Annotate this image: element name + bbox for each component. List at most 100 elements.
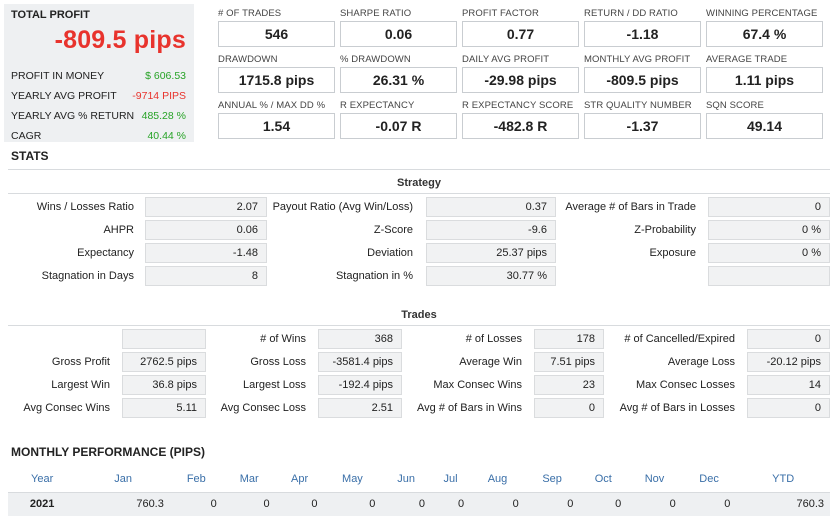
stat-label: Avg Consec Loss — [220, 402, 306, 414]
monthly-header-jan[interactable]: Jan — [114, 472, 132, 485]
metric-value: 0.77 — [462, 21, 579, 47]
metric-value: 26.31 % — [340, 67, 457, 93]
metric-value: 1.11 pips — [706, 67, 823, 93]
stat-label: # of Losses — [465, 333, 522, 345]
stat-value: 0.06 — [145, 220, 267, 240]
stat-value: 8 — [145, 266, 267, 286]
metric-card: MONTHLY AVG PROFIT -809.5 pips — [584, 54, 701, 93]
metric-value: 1.54 — [218, 113, 335, 139]
monthly-year-cell: 2021 — [8, 491, 77, 516]
total-profit-label: TOTAL PROFIT — [11, 9, 90, 21]
metric-value: -1.37 — [584, 113, 701, 139]
monthly-header-dec[interactable]: Dec — [699, 472, 719, 485]
stat-value: 0 — [747, 398, 830, 418]
strategy-title: Strategy — [396, 177, 442, 189]
trades-grid: # of Wins 368 # of Losses 178 # of Cancelled… — [8, 329, 830, 421]
metric-card: # OF TRADES 546 — [218, 8, 335, 47]
summary-row-label: PROFIT IN MONEY — [11, 70, 105, 82]
stats-divider — [8, 169, 830, 170]
stat-value: -3581.4 pips — [318, 352, 402, 372]
stat-value: 0 % — [708, 243, 830, 263]
metric-label: MONTHLY AVG PROFIT — [584, 54, 691, 65]
stat-label: AHPR — [103, 224, 134, 236]
metric-card: % DRAWDOWN 26.31 % — [340, 54, 457, 93]
stat-value: 36.8 pips — [122, 375, 206, 395]
stat-value: -9.6 — [426, 220, 556, 240]
total-profit-value: -809.5 pips — [54, 26, 186, 54]
metric-value: 49.14 — [706, 113, 823, 139]
metric-card: R EXPECTANCY SCORE -482.8 R — [462, 100, 579, 139]
metric-card: SHARPE RATIO 0.06 — [340, 8, 457, 47]
monthly-title: MONTHLY PERFORMANCE (PIPS) — [11, 445, 206, 459]
metric-label: AVERAGE TRADE — [706, 54, 788, 65]
stat-value: 368 — [318, 329, 402, 349]
stat-value: 14 — [747, 375, 830, 395]
stat-label: # of Cancelled/Expired — [624, 333, 735, 345]
stat-label — [556, 266, 696, 286]
stat-label: Max Consec Losses — [635, 379, 735, 391]
stat-label: Avg Consec Wins — [23, 402, 110, 414]
monthly-header-oct[interactable]: Oct — [594, 472, 612, 485]
monthly-value-cell: 0 — [627, 491, 682, 516]
monthly-header-sep[interactable]: Sep — [542, 472, 562, 485]
monthly-header-feb[interactable]: Feb — [186, 472, 206, 485]
summary-row: YEARLY AVG PROFIT -9714 PIPS — [11, 86, 186, 106]
monthly-header-mar[interactable]: Mar — [239, 472, 259, 485]
metric-card: ANNUAL % / MAX DD % 1.54 — [218, 100, 335, 139]
summary-row-value: $ 606.53 — [145, 70, 186, 82]
monthly-header-apr[interactable]: Apr — [290, 472, 309, 485]
stat-label: Gross Profit — [51, 356, 110, 368]
metric-label: R EXPECTANCY — [340, 100, 415, 111]
trades-title: Trades — [401, 309, 437, 321]
stat-value: 2762.5 pips — [122, 352, 206, 372]
stat-label: Wins / Losses Ratio — [36, 201, 134, 213]
stat-value: 2.07 — [145, 197, 267, 217]
monthly-value-cell: 0 — [524, 491, 580, 516]
monthly-header-may[interactable]: May — [342, 472, 363, 485]
monthly-value-cell: 0 — [430, 491, 471, 516]
summary-row-value: 40.44 % — [147, 130, 186, 142]
monthly-value-cell: 0 — [275, 491, 324, 516]
stat-label: Payout Ratio (Avg Win/Loss) — [272, 201, 413, 213]
stat-label: Z-Score — [373, 224, 413, 236]
metric-value: -1.18 — [584, 21, 701, 47]
metric-value: -809.5 pips — [584, 67, 701, 93]
monthly-header-nov[interactable]: Nov — [644, 472, 665, 485]
summary-row-label: CAGR — [11, 130, 42, 142]
stat-label: Largest Loss — [243, 379, 306, 391]
monthly-header-jun[interactable]: Jun — [397, 472, 416, 485]
stat-label: Gross Loss — [250, 356, 306, 368]
strategy-grid: Wins / Losses Ratio 2.07 Payout Ratio (Avg… — [8, 197, 830, 289]
trades-divider — [8, 325, 830, 326]
summary-row-label: YEARLY AVG PROFIT — [11, 90, 117, 102]
monthly-value-cell: 760.3 — [736, 491, 830, 516]
stat-label — [8, 329, 110, 349]
metric-label: R EXPECTANCY SCORE — [462, 100, 574, 111]
summary-row-value: 485.28 % — [141, 110, 186, 122]
monthly-row: 2021 760.3 0 0 0 0 0 0 0 0 0 0 0 760.3 — [8, 491, 830, 516]
monthly-header-aug[interactable]: Aug — [487, 472, 508, 485]
stat-value: 0 % — [708, 220, 830, 240]
stat-value: 25.37 pips — [426, 243, 556, 263]
monthly-header-ytd[interactable]: YTD — [772, 472, 795, 485]
metric-label: STR QUALITY NUMBER — [584, 100, 692, 111]
metric-card: RETURN / DD RATIO -1.18 — [584, 8, 701, 47]
monthly-header-year[interactable]: Year — [31, 472, 54, 485]
metric-value: 67.4 % — [706, 21, 823, 47]
stat-value: 0 — [747, 329, 830, 349]
monthly-header-jul[interactable]: Jul — [443, 472, 458, 485]
summary-row: CAGR 40.44 % — [11, 126, 186, 146]
summary-row-value: -9714 PIPS — [132, 90, 186, 102]
metric-card: R EXPECTANCY -0.07 R — [340, 100, 457, 139]
stat-label: Exposure — [649, 247, 696, 259]
monthly-value-cell: 0 — [323, 491, 382, 516]
stat-label: Z-Probability — [634, 224, 696, 236]
stats-title: STATS — [11, 149, 49, 163]
summary-row: PROFIT IN MONEY $ 606.53 — [11, 66, 186, 86]
stat-label: Avg # of Bars in Wins — [417, 402, 522, 414]
summary-row-label: YEARLY AVG % RETURN — [11, 110, 135, 122]
monthly-value-cell: 0 — [222, 491, 276, 516]
monthly-value-cell: 0 — [681, 491, 737, 516]
stat-label: Largest Win — [51, 379, 110, 391]
metric-label: DRAWDOWN — [218, 54, 278, 65]
